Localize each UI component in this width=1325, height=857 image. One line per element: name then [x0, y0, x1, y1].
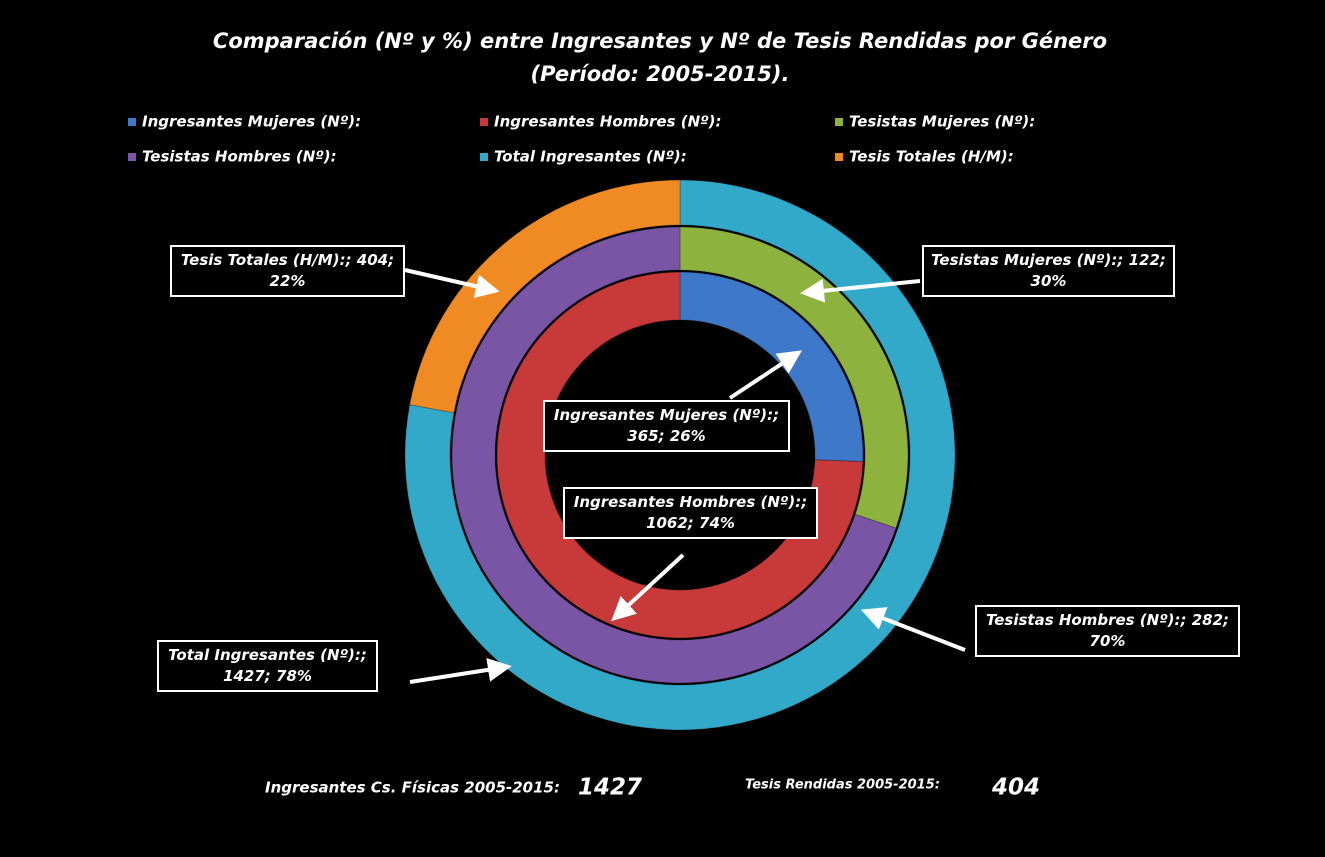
- ring-segment: [496, 271, 864, 639]
- arrow: [404, 268, 500, 299]
- ring-segment: [679, 226, 909, 529]
- legend-label: Ingresantes Hombres (Nº):: [494, 113, 721, 131]
- footer-value: 1427: [578, 775, 642, 801]
- legend-marker: [128, 153, 136, 161]
- legend-marker: [835, 153, 843, 161]
- legend-label: Tesistas Mujeres (Nº):: [849, 113, 1035, 131]
- legend-label: Tesistas Hombres (Nº):: [142, 148, 337, 166]
- ring-segment: [679, 271, 864, 463]
- legend-label: Ingresantes Mujeres (Nº):: [142, 113, 361, 131]
- arrow: [800, 278, 921, 303]
- data-label: Tesis Totales (H/M):; 404; 22%: [170, 245, 405, 297]
- footer-text: Tesis Rendidas 2005-2015:: [745, 778, 940, 793]
- footer-text: Ingresantes Cs. Físicas 2005-2015:: [265, 779, 560, 797]
- ring-segment: [409, 179, 681, 414]
- legend-marker: [480, 118, 488, 126]
- arrow: [860, 607, 966, 652]
- arrow: [409, 657, 512, 684]
- ring-segment: [451, 226, 897, 684]
- arrow: [611, 553, 685, 622]
- arrow: [728, 350, 803, 400]
- legend-label: Tesis Totales (H/M):: [849, 148, 1014, 166]
- data-label: Tesistas Mujeres (Nº):; 122; 30%: [922, 245, 1175, 297]
- arrows: [404, 268, 966, 684]
- legend-marker: [835, 118, 843, 126]
- chart-subtitle: (Período: 2005-2015).: [530, 62, 789, 86]
- data-label: Ingresantes Mujeres (Nº):; 365; 26%: [543, 400, 790, 452]
- footer-value: 404: [991, 775, 1040, 801]
- rings: [404, 179, 956, 731]
- legend-marker: [128, 118, 136, 126]
- data-label: Ingresantes Hombres (Nº):; 1062; 74%: [563, 487, 818, 539]
- data-label: Tesistas Hombres (Nº):; 282; 70%: [975, 605, 1240, 657]
- data-label: Total Ingresantes (Nº):; 1427; 78%: [157, 640, 378, 692]
- legend-label: Total Ingresantes (Nº):: [494, 148, 687, 166]
- ring-segment: [404, 179, 956, 731]
- legend-marker: [480, 153, 488, 161]
- chart-title: Comparación (Nº y %) entre Ingresantes y…: [213, 29, 1107, 53]
